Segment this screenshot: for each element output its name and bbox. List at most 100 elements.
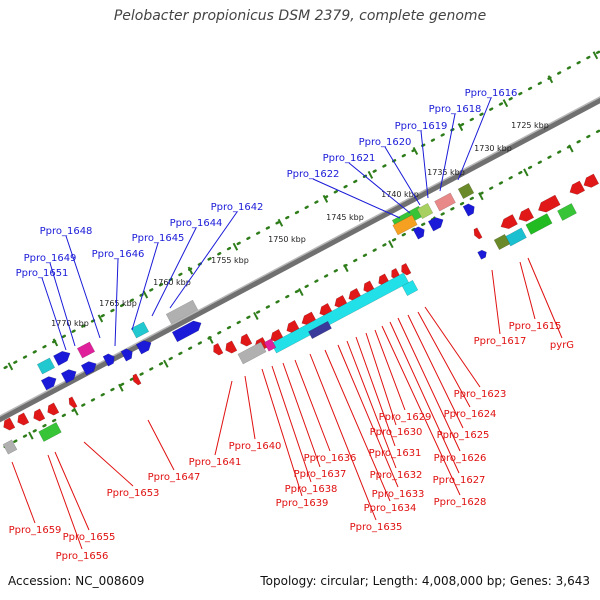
minus-gene-label: Ppro_1615: [509, 321, 562, 332]
scale-tick: [298, 288, 304, 297]
minus-gene-label-leader: [374, 329, 406, 411]
minus-gene-label-leader: [346, 340, 397, 469]
minus-gene: [569, 180, 586, 195]
minus-gene: [213, 342, 224, 356]
minus-gene: [308, 320, 332, 340]
minus-gene: [493, 233, 511, 251]
minus-gene-label: Ppro_1630: [370, 427, 423, 438]
plus-gene: [36, 357, 56, 375]
minus-gene-label: Ppro_1637: [294, 469, 347, 480]
minus-gene: [17, 412, 30, 426]
minus-gene-label-leader: [519, 261, 536, 320]
minus-gene-label-leader: [11, 461, 36, 524]
plus-gene: [457, 182, 475, 200]
upper-dotted-track: [0, 49, 600, 372]
minus-gene-label-leader: [355, 336, 396, 447]
map-title: Pelobacter propionicus DSM 2379, complet…: [113, 8, 487, 24]
scale-tick: [568, 144, 574, 153]
plus-gene-label-leader: [348, 162, 411, 214]
kbp-tick-label: 1730 kbp: [474, 144, 512, 153]
scale-tick: [28, 431, 34, 440]
plus-gene: [427, 217, 444, 232]
plus-gene-label: Ppro_1646: [92, 249, 145, 260]
scale-tick: [502, 99, 509, 108]
minus-gene: [537, 194, 561, 213]
plus-gene: [40, 376, 57, 391]
minus-gene: [225, 340, 238, 354]
minus-gene: [518, 207, 535, 222]
minus-gene-label-leader: [244, 375, 256, 440]
plus-gene-label-leader: [420, 130, 429, 199]
minus-gene-label: Ppro_1653: [107, 488, 160, 499]
kbp-tick-label: 1755 kbp: [211, 256, 249, 265]
scale-tick: [322, 194, 329, 203]
kbp-tick-label: 1760 kbp: [153, 278, 191, 287]
minus-gene: [525, 213, 553, 235]
plus-gene-label-leader: [114, 258, 119, 347]
plus-gene-label-leader: [439, 113, 456, 192]
minus-gene-label: Ppro_1640: [229, 441, 282, 452]
plus-gene: [120, 348, 133, 362]
plus-gene: [171, 320, 202, 343]
minus-gene-label: Ppro_1633: [372, 489, 425, 500]
minus-gene-label: Ppro_1624: [444, 409, 497, 420]
minus-gene-label-leader: [271, 365, 312, 483]
plus-gene-label: Ppro_1645: [132, 233, 185, 244]
plus-gene: [130, 321, 150, 339]
minus-gene-label: pyrG: [550, 340, 574, 351]
scale-tick: [118, 383, 124, 392]
scale-tick: [523, 168, 529, 177]
minus-gene-label-leader: [294, 359, 331, 452]
minus-gene-label-leader: [83, 441, 134, 487]
minus-gene: [3, 417, 16, 431]
minus-gene-label-leader: [424, 306, 481, 388]
plus-gene: [76, 341, 96, 359]
scale-tick: [547, 75, 554, 84]
plus-gene-label: Ppro_1648: [40, 226, 93, 237]
kbp-tick-label: 1725 kbp: [511, 121, 549, 130]
minus-gene: [557, 203, 577, 221]
minus-gene: [500, 214, 518, 230]
plus-gene: [416, 202, 434, 220]
scale-tick: [592, 51, 599, 60]
minus-gene-label: Ppro_1628: [434, 497, 487, 508]
minus-gene-label-leader: [309, 353, 377, 521]
plus-gene: [412, 226, 425, 240]
scale-tick: [412, 146, 419, 155]
plus-gene: [60, 369, 77, 384]
minus-gene-label: Ppro_1623: [454, 389, 507, 400]
minus-gene-label: Ppro_1632: [370, 470, 423, 481]
minus-gene: [263, 338, 277, 352]
scale-tick: [187, 266, 194, 275]
plus-gene-label: Ppro_1619: [395, 121, 448, 132]
plus-gene-label: Ppro_1644: [170, 218, 223, 229]
minus-gene-label-leader: [365, 332, 397, 426]
minus-gene: [132, 373, 142, 386]
minus-gene: [47, 402, 60, 416]
accession-label: Accession: NC_008609: [8, 574, 145, 588]
scale-tick: [208, 335, 214, 344]
minus-gene-label: Ppro_1641: [189, 457, 242, 468]
minus-gene-label: Ppro_1659: [9, 525, 62, 536]
minus-gene-label-leader: [407, 314, 464, 429]
minus-gene: [240, 333, 253, 347]
kbp-tick-label: 1735 kbp: [427, 168, 465, 177]
plus-gene-label-leader: [457, 97, 492, 181]
plus-gene: [434, 192, 456, 212]
minus-gene-label-leader: [147, 419, 175, 471]
plus-gene-label: Ppro_1616: [465, 88, 518, 99]
plus-gene-label-leader: [65, 235, 101, 339]
minus-gene-label: Ppro_1638: [285, 484, 338, 495]
scale-tick: [142, 290, 149, 299]
scale-tick: [163, 359, 169, 368]
minus-gene-label-leader: [54, 451, 90, 531]
plus-gene: [135, 340, 152, 355]
minus-gene-label: Ppro_1627: [433, 475, 486, 486]
plus-gene-label: Ppro_1651: [16, 268, 69, 279]
minus-gene-label: Ppro_1656: [56, 551, 109, 562]
plus-gene: [462, 203, 475, 217]
plus-gene: [80, 361, 97, 376]
kbp-tick-label: 1740 kbp: [381, 190, 419, 199]
scale-tick: [73, 407, 79, 416]
minus-gene-label: Ppro_1639: [276, 498, 329, 509]
